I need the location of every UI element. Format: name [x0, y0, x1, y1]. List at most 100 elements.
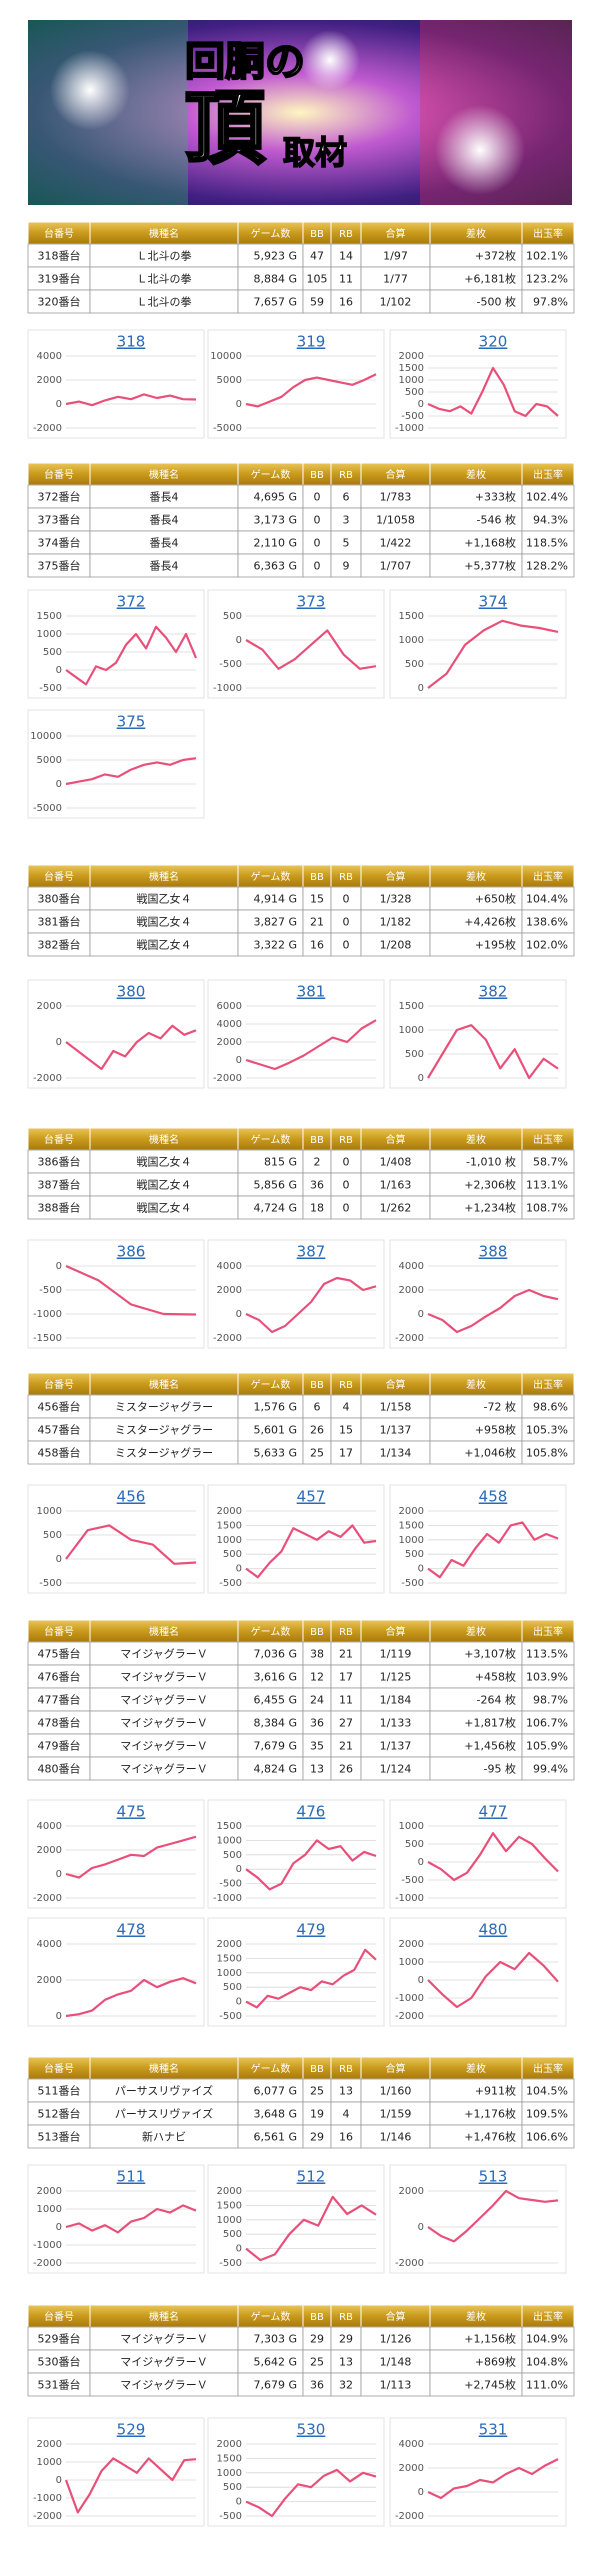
y-tick-label: 2000 — [37, 1975, 62, 1986]
header-text: RB — [339, 1627, 353, 1638]
y-tick-label: 0 — [418, 399, 424, 410]
chart-title: 388 — [479, 1243, 508, 1261]
table-text: -500 枚 — [477, 295, 516, 309]
table-cell — [521, 553, 575, 578]
y-tick-label: 2000 — [37, 1845, 62, 1856]
table-text: 529番台 — [38, 2332, 81, 2346]
table-text: 13 — [339, 2356, 353, 2369]
y-tick-label: 1500 — [399, 1001, 424, 1012]
y-tick-label: -500 — [219, 2258, 242, 2269]
table-text: 0 — [343, 1156, 350, 1169]
table-text: 15 — [310, 893, 324, 906]
chart-frame — [207, 2417, 385, 2527]
table-text: 1/97 — [383, 250, 408, 263]
table-text: 478番台 — [38, 1716, 81, 1730]
table-text: 4,914 G — [253, 893, 297, 906]
y-tick-label: -2000 — [33, 423, 62, 434]
y-tick-label: 2000 — [37, 2439, 62, 2450]
table-text: 7,679 G — [253, 1740, 297, 1753]
header-text: ゲーム数 — [251, 1133, 291, 1146]
table-text: 375番台 — [38, 559, 81, 573]
table-text: 新ハナビ — [142, 2130, 186, 2144]
table-text: 104.9% — [526, 2333, 568, 2346]
y-tick-label: -1000 — [395, 423, 424, 434]
data-line — [245, 1839, 377, 1891]
y-tick-label: 2000 — [37, 2186, 62, 2197]
header-text: 台番号 — [44, 468, 74, 481]
y-tick-label: -1500 — [33, 1333, 62, 1344]
y-tick-label: -500 — [39, 1285, 62, 1296]
y-tick-label: 2000 — [399, 1506, 424, 1517]
chart-title: 319 — [297, 333, 326, 351]
y-tick-label: -500 — [401, 411, 424, 422]
chart-frame — [27, 979, 205, 1089]
table-text: 5,633 G — [253, 1447, 297, 1460]
table-text: +650枚 — [475, 892, 516, 906]
chart-title: 381 — [297, 983, 326, 1001]
chart-frame — [207, 1239, 385, 1349]
chart-frame — [27, 1484, 205, 1594]
y-tick-label: 500 — [43, 647, 62, 658]
table-text: 104.4% — [526, 893, 568, 906]
y-tick-label: 0 — [236, 1997, 242, 2008]
table-text: +2,745枚 — [464, 2378, 516, 2392]
y-tick-label: -1000 — [395, 1893, 424, 1904]
y-tick-label: 0 — [236, 1564, 242, 1575]
table-text: 480番台 — [38, 1762, 81, 1776]
table-text: 1/137 — [380, 1424, 412, 1437]
header-text: 出玉率 — [533, 2310, 563, 2323]
y-tick-label: 1000 — [399, 1957, 424, 1968]
table-text: 1,576 G — [253, 1401, 297, 1414]
y-tick-label: -500 — [401, 1875, 424, 1886]
y-tick-label: -2000 — [213, 1333, 242, 1344]
table-text: +1,156枚 — [464, 2332, 516, 2346]
y-tick-label: 0 — [236, 1864, 242, 1875]
table-text: 105.3% — [526, 1424, 568, 1437]
table-text: マイジャグラーＶ — [120, 2355, 207, 2369]
table-text: 1/184 — [380, 1694, 412, 1707]
table-text: 128.2% — [526, 560, 568, 573]
table-text: 0 — [343, 893, 350, 906]
y-tick-label: -1000 — [33, 2240, 62, 2251]
table-text: 6,455 G — [253, 1694, 297, 1707]
y-tick-label: -2000 — [395, 2011, 424, 2022]
y-tick-label: -2000 — [395, 2258, 424, 2269]
chart-frame — [207, 589, 385, 699]
table-text: 5 — [343, 537, 350, 550]
header-text: 合算 — [386, 1378, 406, 1391]
table-text: Ｌ北斗の拳 — [137, 272, 192, 286]
y-tick-label: 1000 — [399, 1821, 424, 1832]
y-tick-label: 0 — [418, 2487, 424, 2498]
chart-title: 380 — [117, 983, 146, 1001]
table-text: 16 — [339, 296, 353, 309]
table-text: 番長4 — [150, 491, 179, 504]
table-text: 1/134 — [380, 1447, 412, 1460]
chart-frame — [389, 1799, 567, 1909]
header-text: 差枚 — [466, 468, 486, 481]
table-text: -546 枚 — [477, 513, 516, 527]
y-tick-label: 0 — [418, 683, 424, 694]
table-text: 5,856 G — [253, 1179, 297, 1192]
y-tick-label: 0 — [56, 1869, 62, 1880]
y-tick-label: -1000 — [33, 2493, 62, 2504]
y-tick-label: 0 — [236, 399, 242, 410]
table-text: 25 — [310, 2085, 324, 2098]
data-line — [245, 2195, 377, 2262]
chart-frame — [389, 1917, 567, 2027]
y-tick-label: 0 — [56, 2475, 62, 2486]
header-text: 機種名 — [149, 870, 179, 883]
chart-frame — [27, 1799, 205, 1909]
y-tick-label: 1500 — [217, 1821, 242, 1832]
header-text: 差枚 — [466, 1133, 486, 1146]
y-tick-label: 0 — [418, 1975, 424, 1986]
table-text: 戦国乙女４ — [137, 892, 192, 906]
header-text: BB — [310, 1380, 324, 1391]
table-text: +869枚 — [475, 2355, 516, 2369]
table-text: 17 — [339, 1671, 353, 1684]
y-tick-label: -500 — [401, 1578, 424, 1589]
table-text: 530番台 — [38, 2355, 81, 2369]
table-text: 11 — [339, 1694, 353, 1707]
header-text: RB — [339, 229, 353, 240]
y-tick-label: -500 — [219, 2511, 242, 2522]
y-tick-label: 1000 — [217, 2468, 242, 2479]
